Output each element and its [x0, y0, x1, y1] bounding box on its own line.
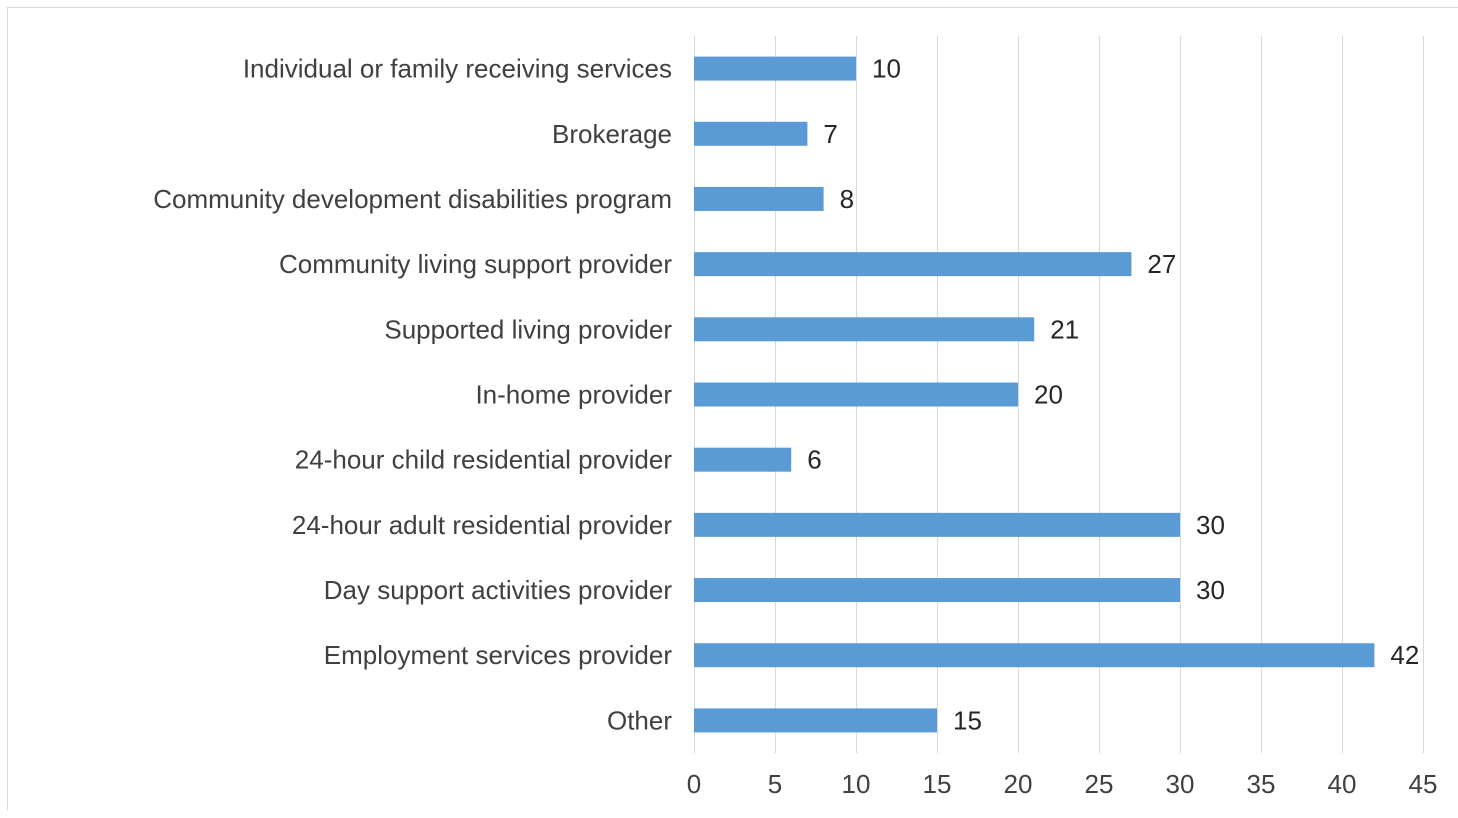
category-label: In-home provider	[475, 380, 672, 410]
data-label: 7	[823, 119, 837, 149]
category-label: 24-hour adult residential provider	[292, 510, 672, 540]
data-labels: 10 7 8 27 21 20 6 30 30 42 15	[807, 54, 1419, 736]
bar-chart: Individual or family receiving services B…	[153, 36, 1438, 799]
data-label: 15	[953, 705, 982, 735]
category-label: Brokerage	[552, 119, 672, 149]
bar	[694, 186, 824, 211]
category-label: Community development disabilities progr…	[153, 184, 672, 214]
category-label: Community living support provider	[279, 249, 672, 279]
x-tick-label: 30	[1166, 769, 1195, 799]
bar	[694, 512, 1180, 537]
x-tick-label: 20	[1004, 769, 1033, 799]
data-label: 8	[840, 184, 854, 214]
category-label: Other	[607, 705, 672, 735]
bar	[694, 578, 1180, 603]
data-label: 10	[872, 54, 901, 84]
data-label: 20	[1034, 380, 1063, 410]
data-label: 27	[1147, 249, 1176, 279]
x-tick-label: 40	[1328, 769, 1357, 799]
category-label: Supported living provider	[384, 314, 672, 344]
x-tick-label: 25	[1085, 769, 1114, 799]
chart-frame: Individual or family receiving services B…	[7, 7, 1458, 810]
data-label: 21	[1050, 314, 1079, 344]
bar	[694, 252, 1132, 277]
category-label: Individual or family receiving services	[243, 54, 672, 84]
bar	[694, 708, 937, 733]
bar	[694, 317, 1035, 342]
x-tick-label: 5	[768, 769, 782, 799]
category-labels: Individual or family receiving services B…	[153, 54, 672, 736]
category-label: Employment services provider	[324, 640, 673, 670]
bar	[694, 56, 856, 81]
data-label: 30	[1196, 575, 1225, 605]
category-label: Day support activities provider	[324, 575, 673, 605]
bar	[694, 121, 808, 146]
x-axis-tick-labels: 0 5 10 15 20 25 30 35 40 45	[687, 769, 1438, 799]
bar	[694, 447, 792, 472]
data-label: 30	[1196, 510, 1225, 540]
bar	[694, 382, 1018, 407]
data-label: 6	[807, 445, 821, 475]
category-label: 24-hour child residential provider	[295, 445, 673, 475]
x-tick-label: 0	[687, 769, 701, 799]
x-tick-label: 35	[1247, 769, 1276, 799]
bar	[694, 643, 1375, 668]
x-tick-label: 10	[842, 769, 871, 799]
x-tick-label: 45	[1409, 769, 1438, 799]
data-label: 42	[1390, 640, 1419, 670]
x-tick-label: 15	[923, 769, 952, 799]
gridlines	[694, 36, 1424, 753]
bars	[694, 56, 1375, 733]
